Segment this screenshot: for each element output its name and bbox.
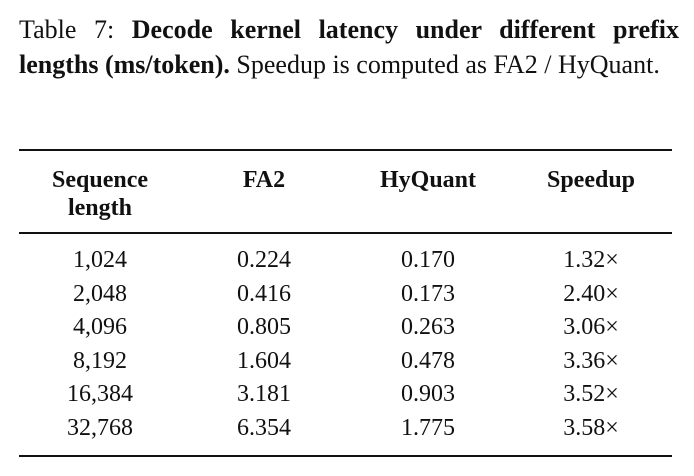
header-fa2: FA2 bbox=[242, 167, 286, 193]
table-caption: Table 7: Decode kernel latency under dif… bbox=[19, 12, 679, 82]
hyquant-cell: 0.263 bbox=[401, 314, 455, 341]
fa2-cell: 6.354 bbox=[237, 414, 291, 441]
speedup-cell: 3.36× bbox=[563, 347, 619, 374]
header-hyquant: HyQuant bbox=[379, 167, 477, 193]
table-row: 1,024 0.224 0.170 1.32× bbox=[0, 244, 694, 278]
fa2-cell: 0.805 bbox=[237, 314, 291, 341]
table-bottom-rule bbox=[19, 455, 672, 457]
speedup-cell: 3.58× bbox=[563, 414, 619, 441]
speedup-cell: 3.06× bbox=[563, 314, 619, 341]
table-body: 1,024 0.224 0.170 1.32× 2,048 0.416 0.173 2.40×… bbox=[0, 244, 694, 446]
hyquant-cell: 0.903 bbox=[401, 381, 455, 408]
sequence-length-cell: 2,048 bbox=[73, 280, 127, 307]
sequence-length-cell: 1,024 bbox=[73, 247, 127, 273]
caption-description: Speedup is computed as FA2 / HyQuant. bbox=[229, 50, 660, 79]
sequence-length-cell: 16,384 bbox=[67, 381, 133, 408]
hyquant-cell: 1.775 bbox=[401, 414, 455, 441]
fa2-cell: 0.416 bbox=[237, 280, 291, 307]
header-speedup: Speedup bbox=[546, 167, 636, 193]
table-row: 2,048 0.416 0.173 2.40× bbox=[0, 278, 694, 312]
fa2-cell: 1.604 bbox=[237, 347, 291, 374]
speedup-cell: 1.32× bbox=[563, 247, 619, 273]
table-row: 32,768 6.354 1.775 3.58× bbox=[0, 412, 694, 446]
sequence-length-cell: 4,096 bbox=[73, 314, 127, 341]
speedup-cell: 3.52× bbox=[563, 381, 619, 408]
fa2-cell: 0.224 bbox=[237, 247, 291, 273]
speedup-cell: 2.40× bbox=[563, 280, 619, 307]
table-row: 16,384 3.181 0.903 3.52× bbox=[0, 378, 694, 412]
caption-label: Table 7: bbox=[19, 15, 132, 44]
hyquant-cell: 0.170 bbox=[401, 247, 455, 273]
caption-title: Decode kernel latency under different pr… bbox=[19, 15, 679, 79]
sequence-length-cell: 8,192 bbox=[73, 347, 127, 374]
sequence-length-cell: 32,768 bbox=[67, 414, 133, 441]
table-row: 4,096 0.805 0.263 3.06× bbox=[0, 311, 694, 345]
header-sequence-length: Sequence length bbox=[52, 167, 148, 221]
hyquant-cell: 0.478 bbox=[401, 347, 455, 374]
fa2-cell: 3.181 bbox=[237, 381, 291, 408]
table-header-rule bbox=[19, 232, 672, 234]
table-row: 8,192 1.604 0.478 3.36× bbox=[0, 345, 694, 379]
hyquant-cell: 0.173 bbox=[401, 280, 455, 307]
table-top-rule bbox=[19, 149, 672, 151]
